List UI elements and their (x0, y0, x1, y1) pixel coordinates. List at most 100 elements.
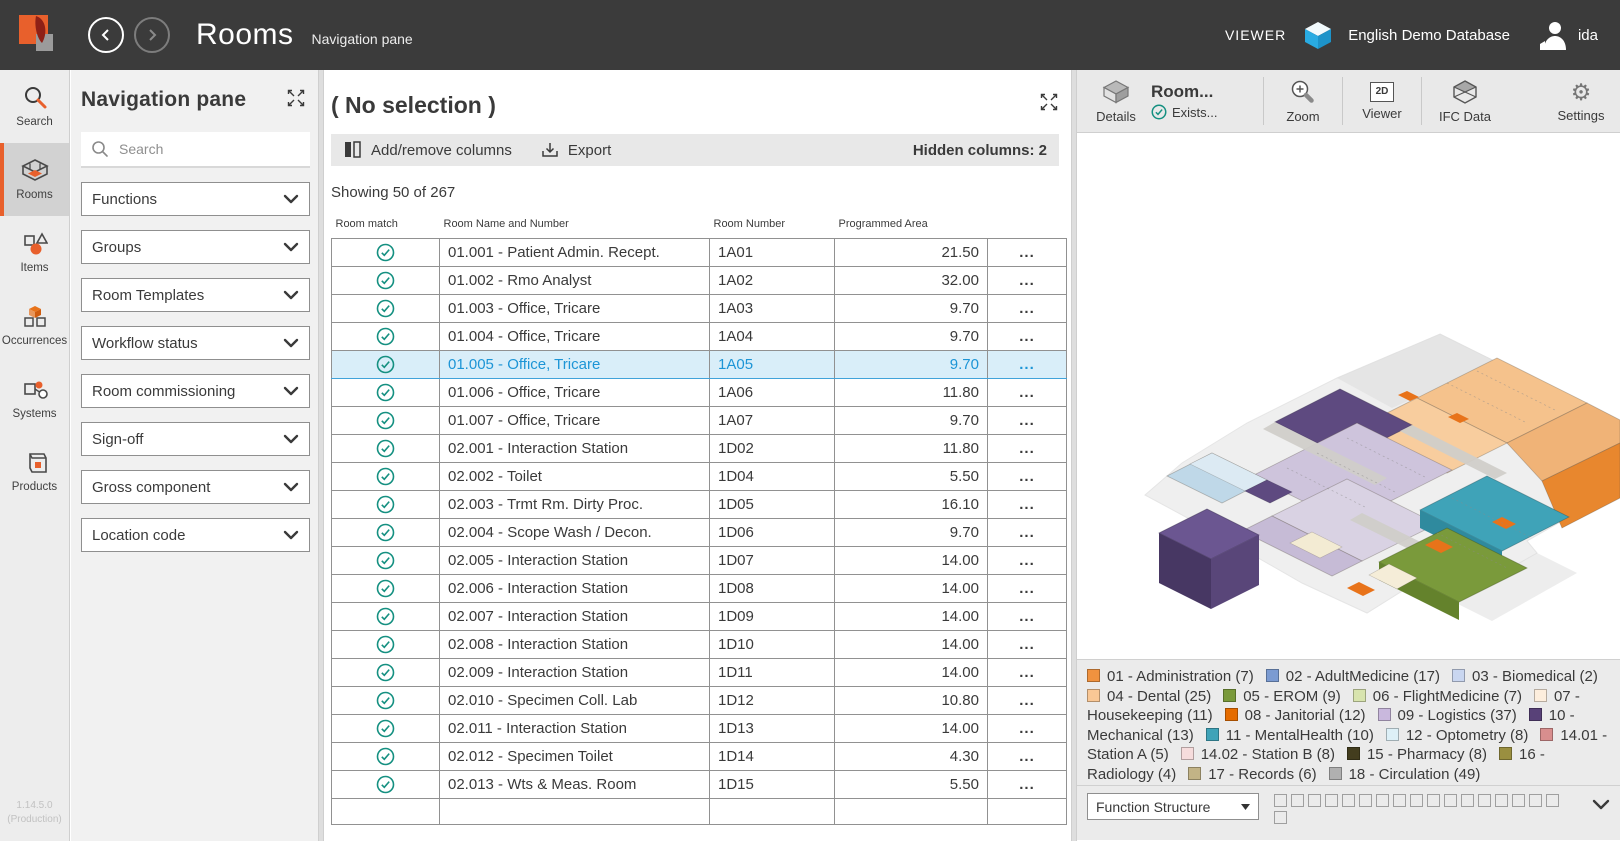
legend-item[interactable]: 11 - MentalHealth (10) (1205, 727, 1374, 744)
back-button[interactable] (88, 17, 124, 53)
sidebar-item-occurrences[interactable]: Occurrences (0, 289, 69, 362)
col-room-match[interactable]: Room match (335, 218, 398, 230)
table-row[interactable]: 01.007 - Office, Tricare 1A07 9.70 ... (331, 406, 1067, 435)
color-swatch[interactable] (1495, 794, 1508, 807)
color-swatch[interactable] (1274, 811, 1287, 824)
color-swatch[interactable] (1376, 794, 1389, 807)
table-row[interactable]: 02.009 - Interaction Station 1D11 14.00 … (331, 658, 1067, 687)
legend-item[interactable]: 17 - Records (6) (1188, 766, 1317, 783)
table-row[interactable]: 02.006 - Interaction Station 1D08 14.00 … (331, 574, 1067, 603)
export-button[interactable]: Export (540, 140, 611, 160)
row-more-button[interactable]: ... (987, 658, 1067, 687)
row-more-button[interactable]: ... (987, 462, 1067, 491)
legend-item[interactable]: 01 - Administration (7) (1087, 668, 1254, 685)
table-row[interactable]: 02.001 - Interaction Station 1D02 11.80 … (331, 434, 1067, 463)
row-more-button[interactable]: ... (987, 714, 1067, 743)
row-more-button[interactable]: ... (987, 434, 1067, 463)
legend-item[interactable]: 08 - Janitorial (12) (1224, 707, 1366, 724)
color-swatch[interactable] (1461, 794, 1474, 807)
color-swatch[interactable] (1325, 794, 1338, 807)
forward-button[interactable] (134, 17, 170, 53)
legend-item[interactable]: 02 - AdultMedicine (17) (1265, 668, 1440, 685)
row-more-button[interactable]: ... (987, 490, 1067, 519)
sidebar-item-rooms[interactable]: Rooms (0, 143, 69, 216)
color-swatch[interactable] (1546, 794, 1559, 807)
color-swatch[interactable] (1393, 794, 1406, 807)
color-swatch[interactable] (1308, 794, 1321, 807)
navigation-dropdown[interactable]: Sign-off (81, 422, 310, 456)
row-more-button[interactable]: ... (987, 406, 1067, 435)
zoom-button[interactable]: Zoom (1272, 79, 1334, 124)
row-more-button[interactable]: ... (987, 742, 1067, 771)
pane-divider[interactable] (318, 70, 324, 841)
row-more-button[interactable]: ... (987, 574, 1067, 603)
row-more-button[interactable]: ... (987, 518, 1067, 547)
row-more-button[interactable]: ... (987, 322, 1067, 351)
table-row[interactable]: 01.006 - Office, Tricare 1A06 11.80 ... (331, 378, 1067, 407)
row-more-button[interactable]: ... (987, 266, 1067, 295)
legend-item[interactable]: 09 - Logistics (37) (1377, 707, 1517, 724)
table-row[interactable]: 02.002 - Toilet 1D04 5.50 ... (331, 462, 1067, 491)
legend-item[interactable]: 05 - EROM (9) (1223, 688, 1341, 705)
legend-item[interactable]: 10 - Mechanical (13) (1087, 707, 1575, 744)
table-row[interactable]: 02.004 - Scope Wash / Decon. 1D06 9.70 .… (331, 518, 1067, 547)
ifc-data-button[interactable]: IFC Data (1430, 79, 1500, 124)
color-swatch[interactable] (1512, 794, 1525, 807)
legend-item[interactable]: 18 - Circulation (49) (1328, 766, 1480, 783)
row-more-button[interactable]: ... (987, 630, 1067, 659)
structure-select[interactable]: Function Structure (1087, 793, 1259, 820)
legend-item[interactable]: 06 - FlightMedicine (7) (1352, 688, 1522, 705)
sidebar-item-products[interactable]: Products (0, 435, 69, 508)
legend-item[interactable]: 04 - Dental (25) (1087, 688, 1211, 705)
details-button[interactable]: Details (1085, 79, 1147, 124)
navigation-dropdown[interactable]: Workflow status (81, 326, 310, 360)
color-swatch[interactable] (1291, 794, 1304, 807)
color-swatch[interactable] (1427, 794, 1440, 807)
username[interactable]: ida (1577, 26, 1598, 44)
row-more-button[interactable]: ... (987, 294, 1067, 323)
navigation-dropdown[interactable]: Location code (81, 518, 310, 552)
table-row[interactable]: 02.010 - Specimen Coll. Lab 1D12 10.80 .… (331, 686, 1067, 715)
navigation-dropdown[interactable]: Functions (81, 182, 310, 216)
expand-icon[interactable] (1039, 92, 1059, 112)
3d-viewer[interactable] (1077, 133, 1620, 659)
2d-viewer-button[interactable]: 2D Viewer (1351, 81, 1413, 121)
color-swatch[interactable] (1410, 794, 1423, 807)
table-row[interactable]: 02.013 - Wts & Meas. Room 1D15 5.50 ... (331, 770, 1067, 799)
legend-item[interactable]: 16 - Radiology (4) (1087, 746, 1545, 783)
sidebar-item-systems[interactable]: Systems (0, 362, 69, 435)
navigation-dropdown[interactable]: Groups (81, 230, 310, 264)
row-more-button[interactable]: ... (987, 546, 1067, 575)
table-row[interactable]: 02.011 - Interaction Station 1D13 14.00 … (331, 714, 1067, 743)
col-programmed-area[interactable]: Programmed Area (838, 218, 928, 230)
row-more-button[interactable]: ... (987, 350, 1067, 379)
search-input[interactable] (119, 141, 289, 157)
color-swatch[interactable] (1274, 794, 1287, 807)
legend-item[interactable]: 07 - Housekeeping (11) (1087, 687, 1580, 725)
settings-button[interactable]: ⚙ Settings (1557, 78, 1605, 123)
legend-item[interactable]: 03 - Biomedical (2) (1451, 668, 1598, 685)
color-swatch[interactable] (1529, 794, 1542, 807)
pane-divider[interactable] (1071, 70, 1077, 841)
table-row[interactable]: 01.002 - Rmo Analyst 1A02 32.00 ... (331, 266, 1067, 295)
row-more-button[interactable]: ... (987, 378, 1067, 407)
row-more-button[interactable]: ... (987, 602, 1067, 631)
table-row[interactable]: 01.005 - Office, Tricare 1A05 9.70 ... (331, 350, 1067, 379)
table-row[interactable]: 01.003 - Office, Tricare 1A03 9.70 ... (331, 294, 1067, 323)
navigation-dropdown[interactable]: Room Templates (81, 278, 310, 312)
navigation-dropdown[interactable]: Gross component (81, 470, 310, 504)
col-room-name[interactable]: Room Name and Number (443, 218, 569, 230)
row-more-button[interactable]: ... (987, 686, 1067, 715)
table-row[interactable]: 02.003 - Trmt Rm. Dirty Proc. 1D05 16.10… (331, 490, 1067, 519)
navigation-dropdown[interactable]: Room commissioning (81, 374, 310, 408)
table-row[interactable]: 01.004 - Office, Tricare 1A04 9.70 ... (331, 322, 1067, 351)
add-remove-columns-button[interactable]: Add/remove columns (343, 140, 512, 160)
color-swatch[interactable] (1342, 794, 1355, 807)
row-more-button[interactable]: ... (987, 770, 1067, 799)
sidebar-item-search[interactable]: Search (0, 70, 69, 143)
color-swatch[interactable] (1444, 794, 1457, 807)
table-row[interactable]: 01.001 - Patient Admin. Recept. 1A01 21.… (331, 238, 1067, 267)
expand-icon[interactable] (286, 88, 306, 108)
room-status-button[interactable]: Room... Exists... (1151, 82, 1218, 120)
table-row[interactable]: 02.007 - Interaction Station 1D09 14.00 … (331, 602, 1067, 631)
